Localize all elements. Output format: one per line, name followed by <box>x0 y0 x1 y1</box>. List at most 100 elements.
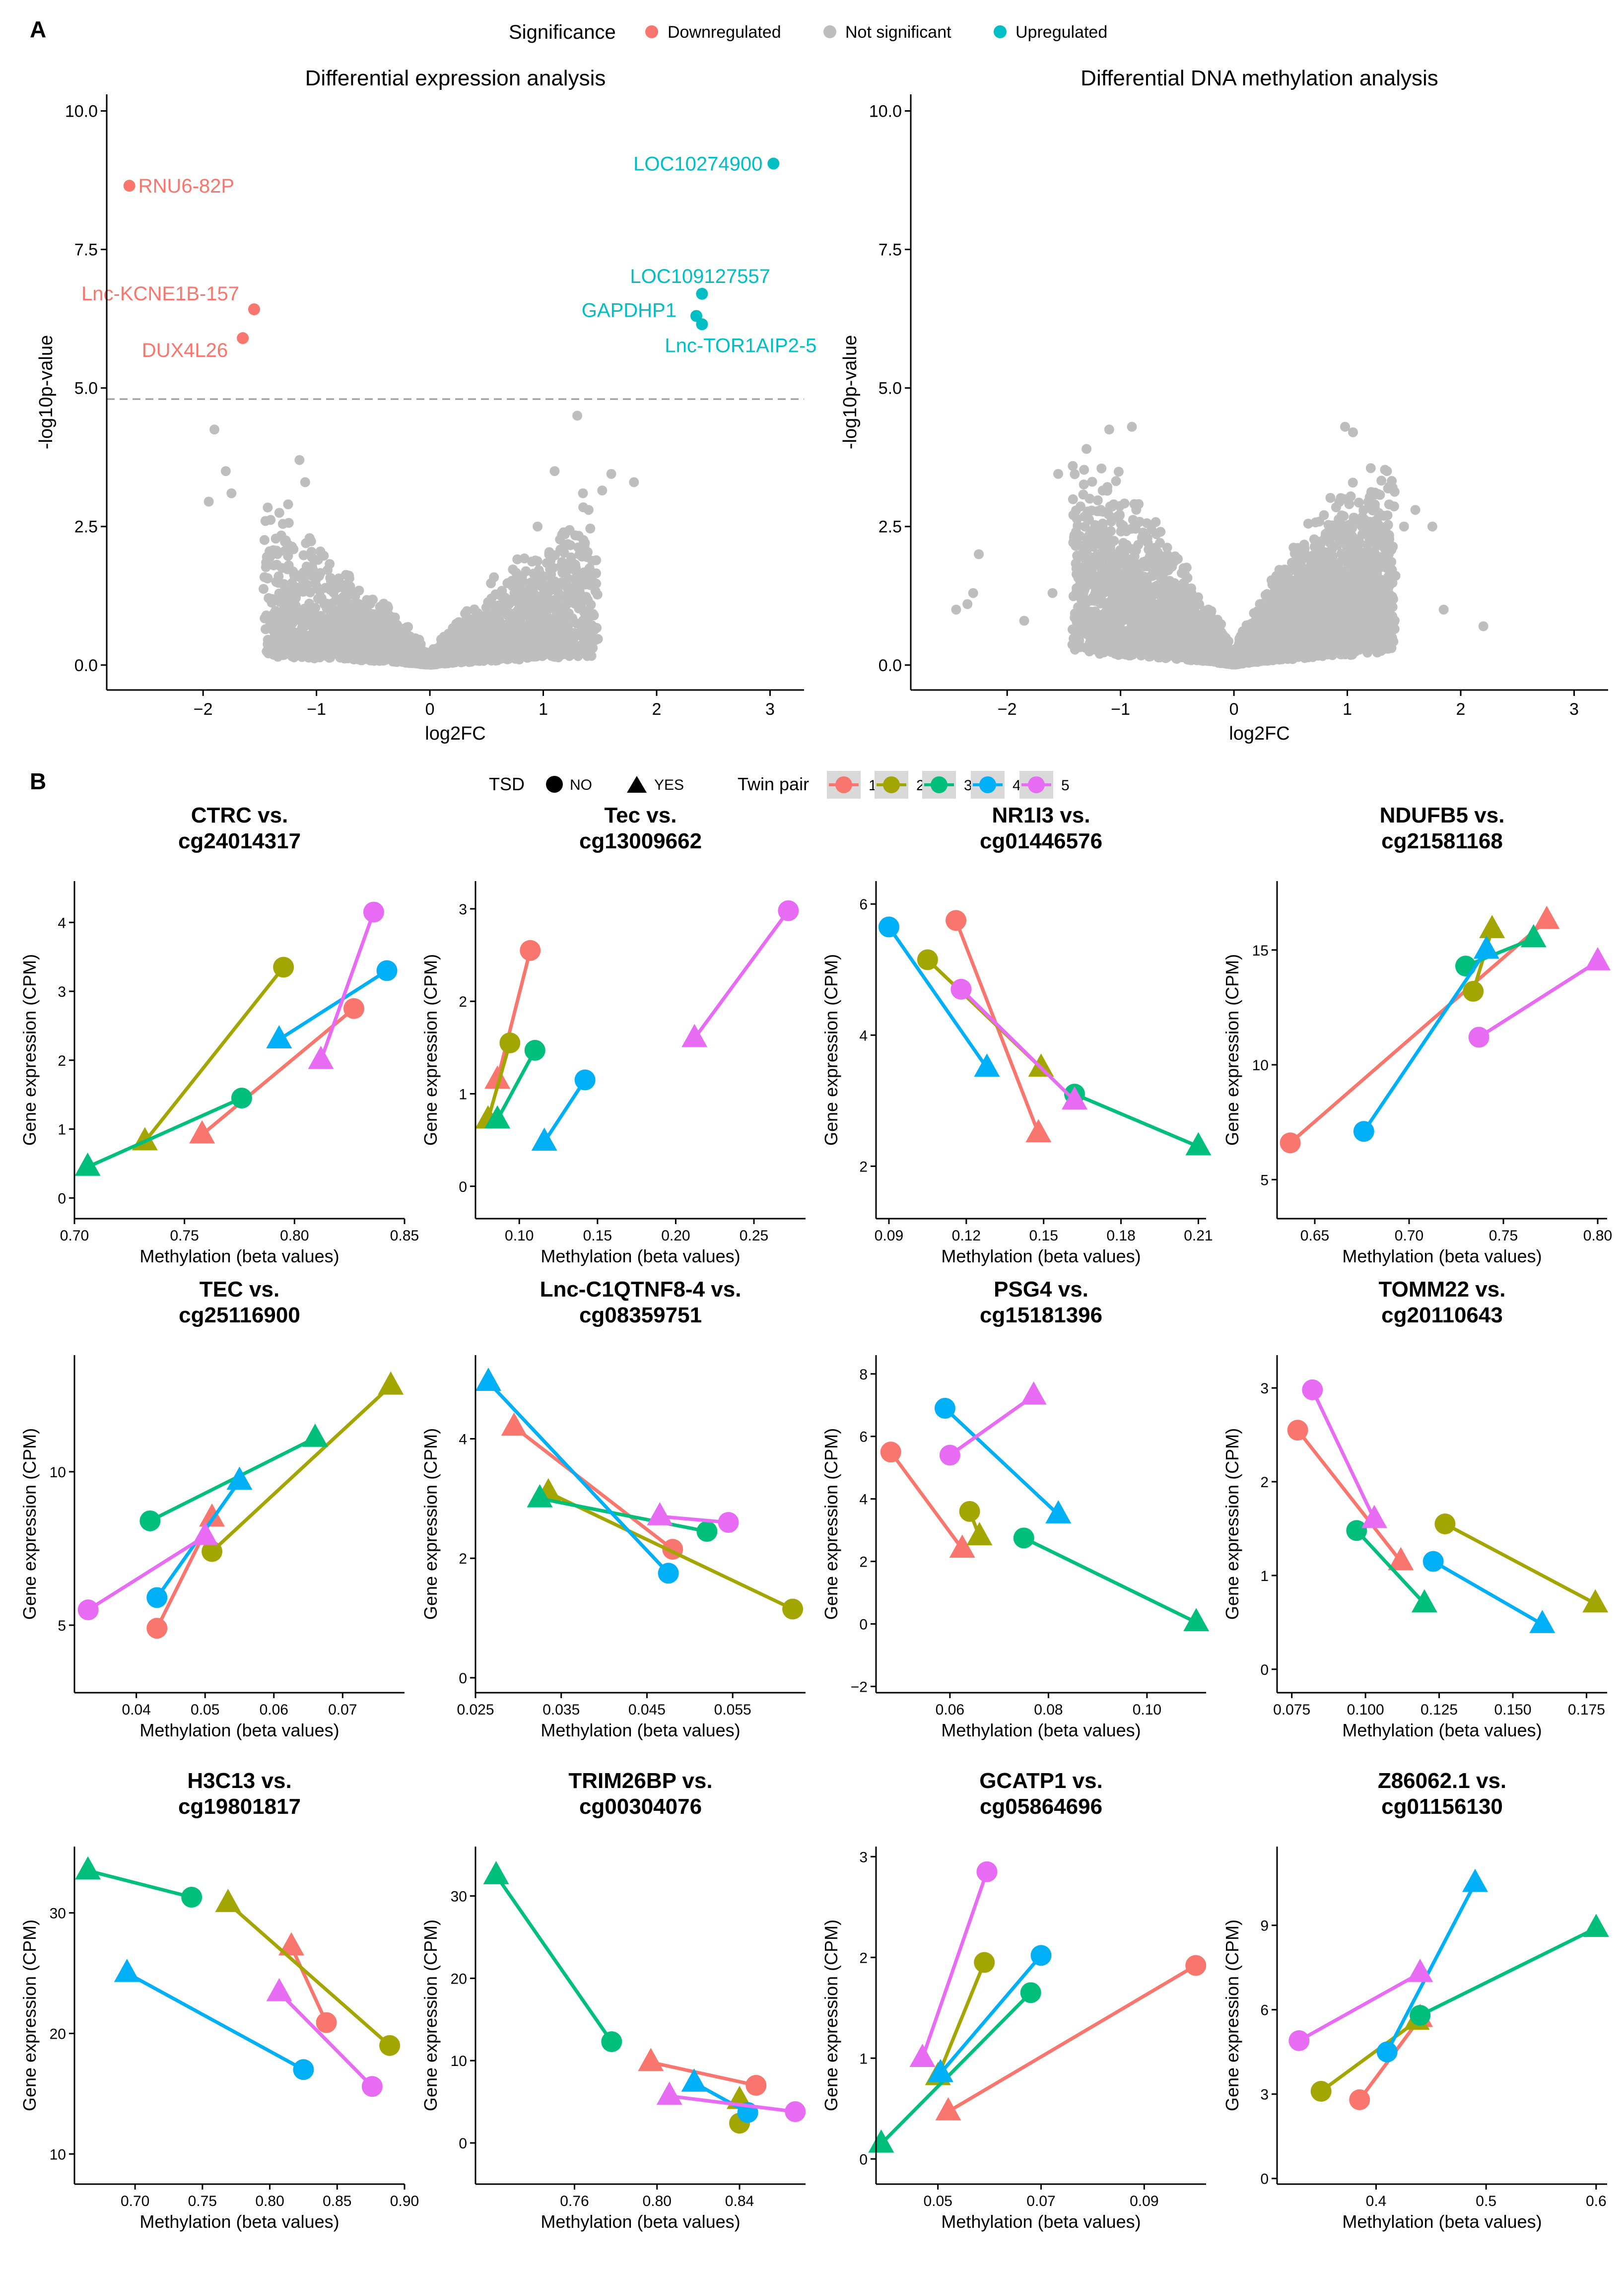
plots: Differential expression analysisRNU6-82P… <box>19 66 1612 2232</box>
background-point <box>266 614 276 624</box>
background-point <box>372 654 383 665</box>
background-point <box>462 606 472 617</box>
background-point <box>583 614 593 624</box>
background-point <box>468 616 478 626</box>
background-point <box>334 595 343 605</box>
background-point <box>563 539 573 550</box>
background-point <box>1079 480 1089 489</box>
background-point <box>1353 497 1364 508</box>
background-point <box>564 650 574 660</box>
significance-legend-title: Significance <box>509 21 616 43</box>
background-point <box>580 644 591 654</box>
twin-pair-legend-item-5: 5 <box>1019 771 1070 799</box>
background-point <box>433 651 443 662</box>
background-point <box>544 549 554 559</box>
significant-point <box>767 157 780 170</box>
background-point <box>511 596 522 607</box>
background-point <box>264 593 274 603</box>
background-point <box>1346 491 1356 501</box>
background-point <box>573 531 584 541</box>
background-point <box>273 578 283 588</box>
background-point <box>514 609 524 619</box>
background-point <box>337 607 347 618</box>
background-point <box>371 616 381 626</box>
background-point <box>289 581 299 591</box>
background-point <box>465 655 475 666</box>
background-point <box>274 508 284 518</box>
significant-point <box>123 180 135 192</box>
background-point <box>367 595 377 605</box>
background-point <box>311 631 321 642</box>
background-point <box>553 582 563 593</box>
panel-label-b: B <box>30 768 46 794</box>
background-point <box>259 572 270 582</box>
background-point <box>300 477 310 487</box>
background-point <box>1116 519 1126 529</box>
background-point <box>534 565 544 575</box>
panel-label-a: A <box>30 16 46 42</box>
background-point <box>226 488 237 498</box>
background-point <box>560 562 571 573</box>
background-point <box>277 590 288 600</box>
legend-label-upregulated: Upregulated <box>1015 23 1107 42</box>
background-point <box>1079 465 1089 475</box>
twin-pair-legend-title: Twin pair <box>738 774 809 794</box>
background-point <box>563 584 573 594</box>
background-point <box>345 581 355 592</box>
significant-point <box>248 303 260 316</box>
background-point <box>574 550 585 560</box>
background-point <box>356 655 366 666</box>
background-point <box>268 545 278 555</box>
background-point <box>1150 517 1161 527</box>
background-point <box>298 567 309 578</box>
not-significant-points <box>203 411 639 670</box>
background-point <box>586 570 596 580</box>
legend-label-downregulated: Downregulated <box>668 23 781 42</box>
background-point <box>448 639 459 649</box>
twin-pair-key-marker <box>931 776 947 793</box>
not-significant-points <box>951 421 1489 670</box>
background-point <box>552 601 563 612</box>
x-tick-label: 1 <box>539 700 548 719</box>
background-point <box>275 626 285 636</box>
significant-point <box>696 287 708 300</box>
background-point <box>565 595 576 605</box>
background-point <box>271 559 282 570</box>
background-point <box>521 566 531 576</box>
background-point <box>586 651 597 661</box>
x-tick-label: −1 <box>307 700 326 719</box>
downregulated-swatch <box>645 25 658 38</box>
background-point <box>529 598 539 609</box>
background-point <box>591 555 602 565</box>
background-point <box>530 620 540 630</box>
background-point <box>485 649 496 660</box>
background-point <box>312 641 323 651</box>
y-tick-label: 2.5 <box>74 518 98 537</box>
background-point <box>267 620 276 631</box>
twin-pair-key-marker <box>1028 776 1045 793</box>
background-point <box>559 529 570 540</box>
background-point <box>567 613 578 623</box>
background-point <box>476 619 486 629</box>
background-point <box>339 637 349 648</box>
background-point <box>522 606 533 617</box>
background-point <box>549 616 559 626</box>
background-point <box>576 590 586 600</box>
y-tick-label: 5.0 <box>74 379 98 398</box>
background-point <box>477 631 488 642</box>
background-point <box>512 621 522 632</box>
methylation-volcano-plot: Differential DNA methylation analysis−2−… <box>840 66 1608 744</box>
background-point <box>325 559 335 569</box>
background-point <box>1162 543 1172 553</box>
x-tick-label: 0 <box>425 700 435 719</box>
background-point <box>1084 493 1095 504</box>
background-point <box>389 656 400 667</box>
x-tick-label: 2 <box>652 700 662 719</box>
background-point <box>1348 478 1358 488</box>
background-point <box>360 622 370 632</box>
background-point <box>508 564 518 575</box>
background-point <box>590 635 600 645</box>
background-point <box>1087 477 1097 487</box>
background-point <box>569 564 579 575</box>
background-point <box>320 583 331 593</box>
